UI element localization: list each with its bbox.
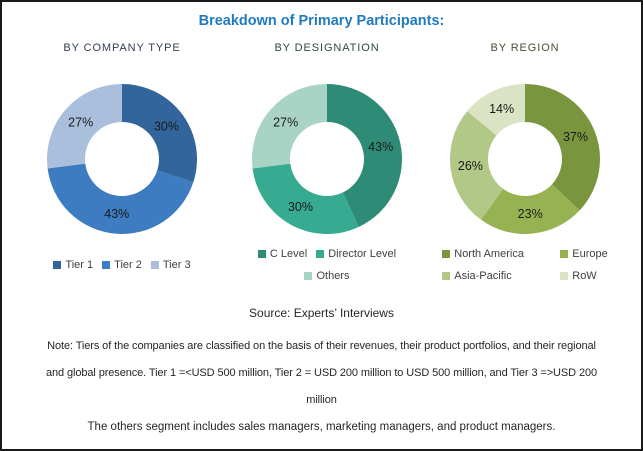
chart-subtitle-region: BY REGION <box>490 42 560 54</box>
donut-slice-tier-1 <box>122 84 197 183</box>
legend-label-row: RoW <box>572 270 597 283</box>
legend-label-tier-1: Tier 1 <box>65 259 94 271</box>
donut-slice-c-level <box>327 84 402 227</box>
note-line-1: Note: Tiers of the companies are classif… <box>47 340 596 352</box>
legend-swatch-north-america <box>442 249 451 258</box>
donut-slice-others <box>252 84 327 169</box>
legend-item-c-level: C Level <box>257 248 308 261</box>
donut-chart-designation: 43% 30% 27% <box>252 84 402 234</box>
legend-item-row: RoW <box>560 270 607 282</box>
legend-company-type: Tier 1 Tier 2 Tier 3 <box>53 246 191 284</box>
legend-swatch-others <box>304 271 313 280</box>
page-title: Breakdown of Primary Participants: <box>198 13 445 29</box>
chart-subtitle-company-type: BY COMPANY TYPE <box>63 42 181 54</box>
legend-swatch-europe <box>560 249 569 258</box>
legend-designation: C Level Director Level Others <box>232 246 422 284</box>
chart-column-region: BY REGION 37% 23% 26% 14% North America Euro… <box>430 42 620 284</box>
donut-chart-region: 37% 23% 26% 14% <box>450 84 600 234</box>
donut-slice-director-level <box>252 163 359 234</box>
note-line-2: and global presence. Tier 1 =<USD 500 mi… <box>45 367 597 379</box>
legend-item-others: Others <box>304 269 350 282</box>
chart-column-company-type: BY COMPANY TYPE 30% 43% 27% Tier 1 Tier 2 Ti… <box>27 42 217 284</box>
donut-slice-asia-pacific <box>450 111 504 220</box>
donut-slice-label-director-level: 30% <box>288 200 313 214</box>
legend-label-tier-3: Tier 3 <box>162 259 191 271</box>
legend-label-europe: Europe <box>572 247 608 260</box>
legend-swatch-row <box>560 272 569 281</box>
donut-slice-tier-2 <box>47 163 194 234</box>
legend-swatch-tier-1 <box>53 261 62 269</box>
legend-item-tier-2: Tier 2 <box>102 259 142 271</box>
donut-slice-label-row: 14% <box>489 102 514 116</box>
legend-swatch-director-level <box>316 250 325 259</box>
donut-slice-row <box>467 84 525 136</box>
donut-slice-label-others: 27% <box>273 116 298 130</box>
donut-slice-north-america <box>525 84 600 211</box>
legend-label-asia-pacific: Asia-Pacific <box>454 270 512 283</box>
donut-slice-europe <box>480 184 580 234</box>
legend-item-tier-3: Tier 3 <box>150 259 191 271</box>
legend-swatch-c-level <box>257 250 266 259</box>
legend-swatch-tier-3 <box>150 261 159 269</box>
donut-slice-label-asia-pacific: 26% <box>458 159 483 173</box>
legend-swatch-asia-pacific <box>442 272 451 281</box>
legend-item-asia-pacific: Asia-Pacific <box>442 270 548 282</box>
legend-item-europe: Europe <box>560 247 608 260</box>
donut-slice-label-tier-1: 30% <box>154 120 179 134</box>
others-note-text: The others segment includes sales manage… <box>87 421 556 433</box>
chart-column-designation: BY DESIGNATION 43% 30% 27% C Level Director… <box>232 42 422 284</box>
source-text: Source: Experts’ Interviews <box>249 306 394 320</box>
legend-label-c-level: C Level <box>269 248 308 261</box>
note-line-3: million <box>306 394 337 406</box>
donut-slice-tier-3 <box>47 84 122 169</box>
donut-slice-label-europe: 23% <box>518 207 543 221</box>
legend-item-tier-1: Tier 1 <box>53 259 93 271</box>
donut-slice-label-north-america: 37% <box>563 130 588 144</box>
legend-label-tier-2: Tier 2 <box>114 259 142 271</box>
legend-item-director-level: Director Level <box>316 248 396 260</box>
legend-swatch-tier-2 <box>102 261 111 269</box>
legend-label-north-america: North America <box>454 247 524 260</box>
legend-item-north-america: North America <box>442 248 548 260</box>
note-text: Note: Tiers of the companies are classif… <box>8 333 635 414</box>
donut-chart-company-type: 30% 43% 27% <box>47 84 197 234</box>
legend-region: North America Europe Asia-Pacific RoW <box>442 246 608 284</box>
donut-slice-label-tier-2: 43% <box>104 207 129 221</box>
donut-slice-label-tier-3: 27% <box>68 116 93 130</box>
donut-slice-label-c-level: 43% <box>368 140 393 154</box>
chart-subtitle-designation: BY DESIGNATION <box>274 42 380 54</box>
legend-label-director-level: Director Level <box>328 248 397 261</box>
legend-label-others: Others <box>316 269 350 282</box>
